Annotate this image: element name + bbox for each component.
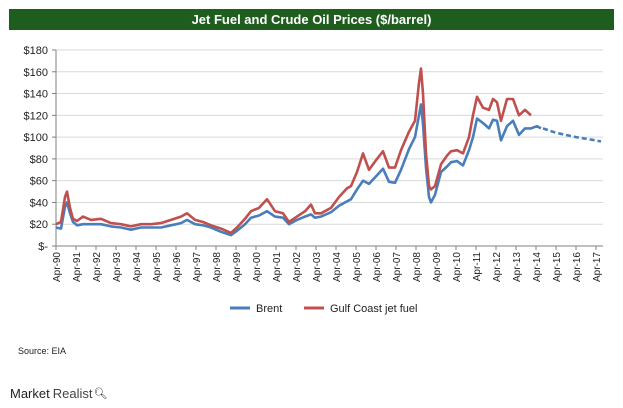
x-tick-label: Apr-91 — [72, 252, 83, 282]
series-line-brent — [55, 103, 542, 237]
x-tick-label: Apr-98 — [212, 252, 223, 282]
x-tick-label: Apr-90 — [52, 252, 63, 282]
y-tick-label: $180 — [24, 45, 48, 57]
x-tick-label: Apr-94 — [132, 252, 143, 282]
chart-title: Jet Fuel and Crude Oil Prices ($/barrel) — [9, 9, 614, 30]
series-line-gulf-coast-jet-fuel — [55, 67, 532, 235]
x-tick-label: Apr-15 — [552, 252, 563, 282]
x-tick-label: Apr-93 — [112, 252, 123, 282]
y-tick-label: $- — [38, 241, 48, 253]
y-tick-label: $40 — [30, 197, 48, 209]
y-axis: $- $20 $40 $60 $80 $100 $120 $140 $160 $180 — [24, 45, 57, 253]
grid-lines — [56, 49, 603, 225]
x-tick-label: Apr-14 — [532, 252, 543, 282]
x-tick-label: Apr-03 — [312, 252, 323, 282]
y-tick-label: $80 — [30, 154, 48, 166]
y-tick-label: $60 — [30, 176, 48, 188]
x-tick-label: Apr-17 — [592, 252, 603, 282]
y-tick-label: $160 — [24, 67, 48, 79]
magnifier-icon: 🔍︎ — [93, 388, 108, 400]
y-tick-label: $120 — [24, 110, 48, 122]
series-line-brent-forecast — [542, 127, 602, 143]
x-tick-label: Apr-95 — [152, 252, 163, 282]
x-axis: Apr-90 Apr-91 Apr-92 Apr-93 Apr-94 Apr-95 Apr-… — [52, 245, 603, 282]
x-tick-label: Apr-02 — [292, 252, 303, 282]
x-tick-label: Apr-96 — [172, 252, 183, 282]
legend: Brent Gulf Coast jet fuel — [230, 303, 417, 315]
x-tick-label: Apr-05 — [352, 252, 363, 282]
x-tick-label: Apr-08 — [412, 252, 423, 282]
y-tick-label: $140 — [24, 89, 48, 101]
x-tick-label: Apr-09 — [432, 252, 443, 282]
legend-label: Gulf Coast jet fuel — [330, 303, 417, 315]
x-tick-label: Apr-97 — [192, 252, 203, 282]
x-tick-label: Apr-04 — [332, 252, 343, 282]
x-tick-label: Apr-92 — [92, 252, 103, 282]
x-tick-label: Apr-11 — [472, 252, 483, 282]
x-tick-label: Apr-16 — [572, 252, 583, 282]
x-tick-label: Apr-00 — [252, 252, 263, 282]
source-note: Source: EIA — [18, 346, 67, 356]
legend-label: Brent — [256, 303, 282, 315]
x-tick-label: Apr-13 — [512, 252, 523, 282]
y-tick-label: $100 — [24, 132, 48, 144]
brand-name-market: Market — [10, 386, 50, 401]
series-lines — [55, 67, 602, 237]
x-tick-label: Apr-99 — [232, 252, 243, 282]
x-tick-label: Apr-01 — [272, 252, 283, 282]
brand-name-realist: Realist — [52, 386, 93, 401]
x-tick-label: Apr-07 — [392, 252, 403, 282]
x-tick-label: Apr-10 — [452, 252, 463, 282]
x-tick-label: Apr-12 — [492, 252, 503, 282]
y-tick-label: $20 — [30, 219, 48, 231]
brand-logo: Market Realist 🔍︎ — [10, 386, 107, 401]
x-tick-label: Apr-06 — [372, 252, 383, 282]
